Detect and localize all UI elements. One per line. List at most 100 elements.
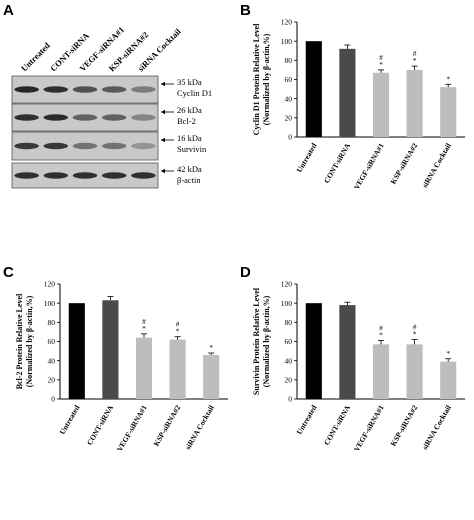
y-tick-label: 0 (288, 395, 292, 404)
blot-band (131, 172, 156, 179)
x-category-label: KSP-siRNA#2 (389, 141, 420, 185)
x-category-label: VEGF-siRNA#1 (352, 403, 386, 453)
panel-label-b: B (240, 2, 251, 19)
significance-label: * (379, 331, 383, 340)
blot-band (101, 172, 127, 179)
significance-label: * (209, 343, 213, 352)
x-category-label: KSP-siRNA#2 (152, 403, 183, 447)
bar (102, 300, 119, 399)
y-tick-label: 100 (44, 299, 56, 308)
band-arrowhead (161, 109, 165, 115)
y-tick-label: 20 (285, 113, 293, 122)
significance-label: # (413, 49, 417, 58)
x-category-label: CONT-siRNA (322, 141, 352, 185)
y-tick-label: 0 (288, 133, 292, 142)
blot-band (43, 172, 69, 179)
y-axis-label: (Normalized by β-actin,%) (262, 33, 271, 125)
significance-label: * (142, 324, 146, 333)
y-tick-label: 60 (285, 337, 293, 346)
bar (203, 354, 220, 399)
bar (339, 305, 356, 399)
chart-bcl2: 0 20 40 60 80 100 120 Bcl-2 Protein Relative Le… (15, 280, 228, 453)
significance-label: * (446, 349, 450, 358)
significance-label: # (413, 323, 417, 332)
x-category-label: VEGF-siRNA#1 (115, 403, 149, 453)
blot-band (14, 142, 39, 150)
bar (406, 344, 423, 399)
band-protein-label: Survivin (177, 144, 207, 154)
blot-band (101, 142, 127, 150)
bar (372, 344, 390, 399)
y-tick-label: 0 (51, 395, 55, 404)
y-axis-label: Bcl-2 Protein Relative Level (15, 293, 24, 389)
blot-band (43, 86, 69, 93)
band-kda-label: 26 kDa (177, 105, 202, 115)
blot-band (72, 86, 98, 93)
western-blot-panel: UntreatedCONT-siRNAVEGF-siRNA#1KSP-siRNA… (11, 25, 212, 189)
lane-label: Untreated (19, 40, 52, 73)
band-protein-label: β-actin (177, 175, 201, 185)
x-category-label: Untreated (295, 403, 319, 436)
blot-band (14, 114, 39, 121)
blot-band (131, 114, 156, 121)
blot-band (43, 142, 69, 150)
y-tick-label: 120 (281, 280, 293, 289)
blot-band (14, 172, 39, 179)
chart-cyclin-d1: 0 20 40 60 80 100 120 Cyclin D1 Protein Relativ… (252, 18, 465, 191)
significance-label: # (176, 320, 180, 329)
y-axis-label: (Normalized by β-actin,%) (25, 295, 34, 387)
y-tick-label: 60 (285, 75, 293, 84)
y-tick-label: 100 (281, 299, 293, 308)
blot-band (43, 114, 69, 121)
y-tick-label: 120 (44, 280, 56, 289)
x-category-label: Untreated (295, 141, 319, 174)
x-category-label: siRNA Cocktail (420, 404, 453, 452)
x-category-label: CONT-siRNA (322, 403, 352, 447)
x-category-label: CONT-siRNA (85, 403, 115, 447)
x-category-label: Untreated (58, 403, 82, 436)
y-tick-label: 100 (281, 37, 293, 46)
band-kda-label: 42 kDa (177, 164, 202, 174)
significance-label: # (379, 53, 383, 62)
y-tick-label: 60 (48, 337, 56, 346)
y-tick-label: 20 (48, 375, 56, 384)
y-tick-label: 120 (281, 18, 293, 27)
y-axis-label: Survivin Protein Relative Level (252, 287, 261, 395)
significance-label: * (379, 60, 383, 69)
y-tick-label: 80 (48, 318, 56, 327)
blot-band (101, 114, 127, 121)
panel-label-d: D (240, 264, 251, 281)
blot-band (72, 114, 98, 121)
x-category-label: siRNA Cocktail (420, 142, 453, 190)
panel-label-a: A (3, 2, 14, 19)
significance-label: * (446, 74, 450, 83)
band-arrowhead (161, 168, 165, 174)
blot-band (101, 86, 127, 93)
significance-label: # (379, 324, 383, 333)
band-arrowhead (161, 137, 165, 143)
bar (169, 339, 186, 399)
significance-label: * (413, 330, 417, 339)
band-arrowhead (161, 81, 165, 87)
bar (372, 72, 390, 137)
blot-band (131, 86, 156, 93)
x-category-label: KSP-siRNA#2 (389, 403, 420, 447)
band-protein-label: Cyclin D1 (177, 88, 212, 98)
bar (305, 303, 322, 399)
x-category-label: siRNA Cocktail (183, 404, 216, 452)
bar (305, 41, 322, 137)
chart-survivin: 0 20 40 60 80 100 120 Survivin Protein Relative… (252, 280, 465, 453)
panel-label-c: C (3, 264, 14, 281)
band-kda-label: 16 kDa (177, 133, 202, 143)
bar (68, 303, 85, 399)
bar (440, 87, 457, 137)
y-tick-label: 20 (285, 375, 293, 384)
bar (406, 69, 423, 137)
band-protein-label: Bcl-2 (177, 116, 196, 126)
y-tick-label: 40 (285, 356, 293, 365)
bar (339, 48, 356, 138)
band-kda-label: 35 kDa (177, 77, 202, 87)
blot-band (131, 142, 156, 150)
x-category-label: VEGF-siRNA#1 (352, 141, 386, 191)
bar (440, 361, 457, 399)
